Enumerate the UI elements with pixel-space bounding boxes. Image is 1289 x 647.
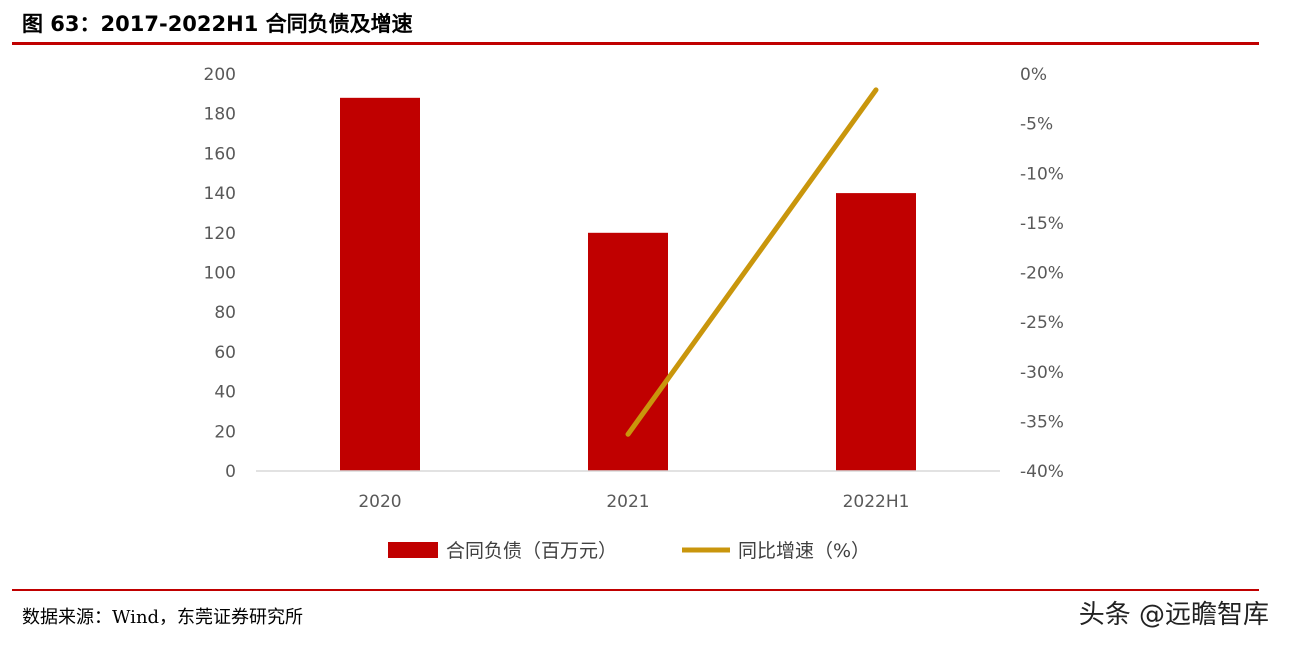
y-left-tick-label: 40: [214, 383, 236, 403]
y-left-tick-label: 80: [214, 303, 236, 323]
growth-line: [625, 87, 879, 437]
y-right-tick-label: -20%: [1020, 264, 1064, 284]
y-left-tick-label: 160: [204, 144, 236, 164]
source-note: 数据来源：Wind，东莞证券研究所: [22, 607, 304, 628]
y-left-tick-label: 20: [214, 422, 236, 442]
bar: [836, 193, 916, 471]
y-right-tick-label: -5%: [1020, 115, 1053, 135]
y-right-tick-label: -35%: [1020, 412, 1064, 432]
title-rule: [12, 42, 1259, 45]
watermark: 头条 @远瞻智库: [1078, 600, 1269, 630]
y-left-tick-label: 180: [204, 105, 236, 125]
y-left-tick-label: 140: [204, 184, 236, 204]
y-left-tick-label: 0: [225, 462, 236, 482]
y-left-tick-label: 60: [214, 343, 236, 363]
y-right-tick-label: 0%: [1020, 65, 1047, 85]
y-left-tick-label: 100: [204, 264, 236, 284]
y-right-tick-label: -10%: [1020, 164, 1064, 184]
x-tick-label: 2022H1: [843, 492, 910, 512]
y-left-tick-label: 200: [204, 65, 236, 85]
legend-bar-label: 合同负债（百万元）: [446, 540, 617, 562]
y-right-tick-label: -25%: [1020, 313, 1064, 333]
bar: [340, 97, 420, 471]
x-tick-label: 2021: [606, 492, 649, 512]
y-right-tick-label: -15%: [1020, 214, 1064, 234]
y-right-tick-label: -30%: [1020, 363, 1064, 383]
y-left-tick-label: 120: [204, 224, 236, 244]
legend-bar-swatch: [388, 542, 438, 558]
x-tick-label: 2020: [358, 492, 401, 512]
y-right-tick-label: -40%: [1020, 462, 1064, 482]
legend-line-label: 同比增速（%）: [738, 540, 870, 562]
chart: 0 20 40 60 80 100 120 140 160 180 200 -40% -35% -30% -…: [204, 65, 1064, 562]
source-rule: [12, 589, 1259, 591]
figure-title: 图 63：2017-2022H1 合同负债及增速: [22, 12, 413, 36]
